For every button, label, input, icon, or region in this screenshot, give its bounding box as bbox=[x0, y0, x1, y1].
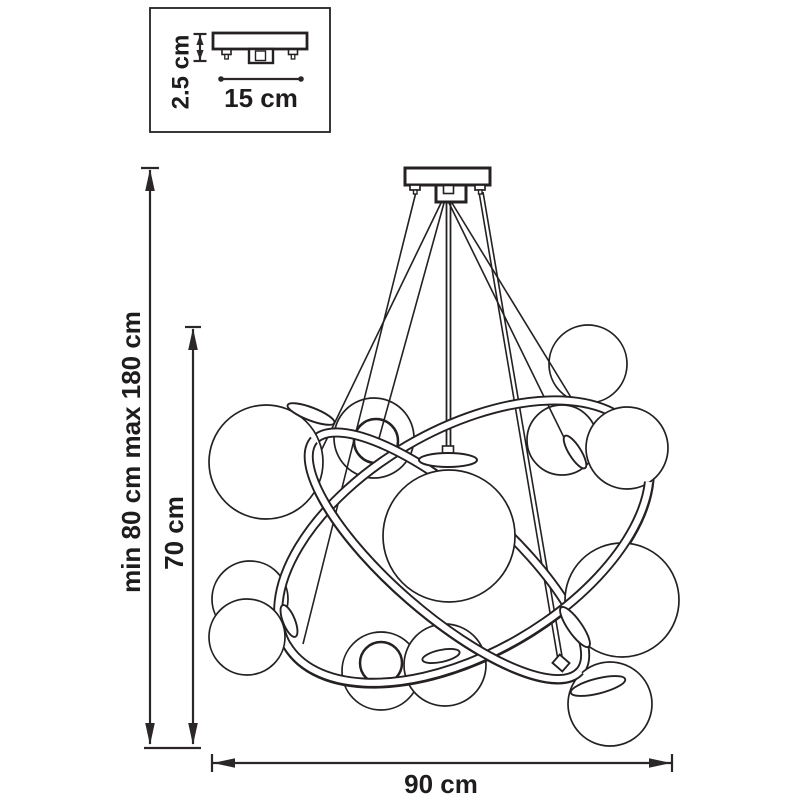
mount-detail-inset: 2.5 cm 15 cm bbox=[149, 7, 331, 133]
wire-terminal bbox=[551, 653, 571, 673]
mount-height-dimension: 2.5 cm bbox=[168, 32, 207, 110]
globe bbox=[208, 598, 286, 676]
glass-globes-front bbox=[208, 404, 680, 747]
suspension-height-label: min 80 cm max 180 cm bbox=[116, 311, 146, 593]
orbit-ring-front-arcs bbox=[282, 436, 654, 688]
fixture-width-dimension: 90 cm bbox=[210, 754, 674, 799]
fixture-height-label: 70 cm bbox=[159, 496, 189, 570]
globe bbox=[208, 404, 324, 520]
globe-fitters bbox=[279, 402, 627, 697]
mount-width-label: 15 cm bbox=[224, 83, 298, 113]
fixture-height-dimension: 70 cm bbox=[159, 325, 201, 745]
globe-center bbox=[382, 469, 516, 603]
mount-width-dimension: 15 cm bbox=[218, 76, 304, 113]
mount-plate-drawing bbox=[211, 31, 309, 65]
inset-frame bbox=[149, 7, 331, 133]
center-globe-cap bbox=[418, 445, 478, 468]
suspension-wires bbox=[302, 191, 576, 663]
chandelier-drawing bbox=[208, 166, 680, 747]
suspension-height-dimension: min 80 cm max 180 cm bbox=[116, 166, 201, 750]
globe bbox=[585, 406, 669, 490]
ceiling-plate bbox=[403, 166, 492, 204]
globe bbox=[548, 324, 628, 404]
mount-height-label: 2.5 cm bbox=[168, 35, 195, 110]
fixture-width-label: 90 cm bbox=[404, 769, 478, 799]
